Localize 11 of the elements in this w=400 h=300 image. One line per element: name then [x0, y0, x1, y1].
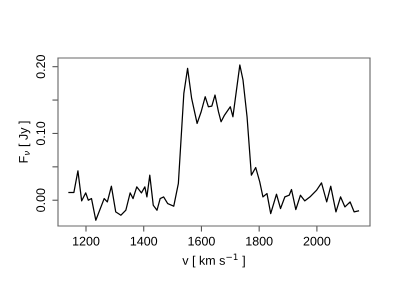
x-tick-label: 1800 [246, 236, 273, 246]
x-tick-label: 1200 [73, 236, 100, 246]
x-tick-label: 1400 [130, 236, 158, 246]
x-tick-label: 1600 [188, 236, 215, 246]
line-series [68, 64, 360, 221]
x-tick-label: 2000 [304, 236, 330, 246]
y-axis-title: F$_{ν}$ [ Jy ] [18, 121, 30, 162]
y-tick-label: 0.10 [36, 122, 46, 146]
x-axis-title: v [ km s$^{−1}$ ] [182, 254, 245, 268]
y-tick-label: 0.20 [36, 55, 46, 78]
y-tick-label: 0.00 [36, 188, 46, 212]
